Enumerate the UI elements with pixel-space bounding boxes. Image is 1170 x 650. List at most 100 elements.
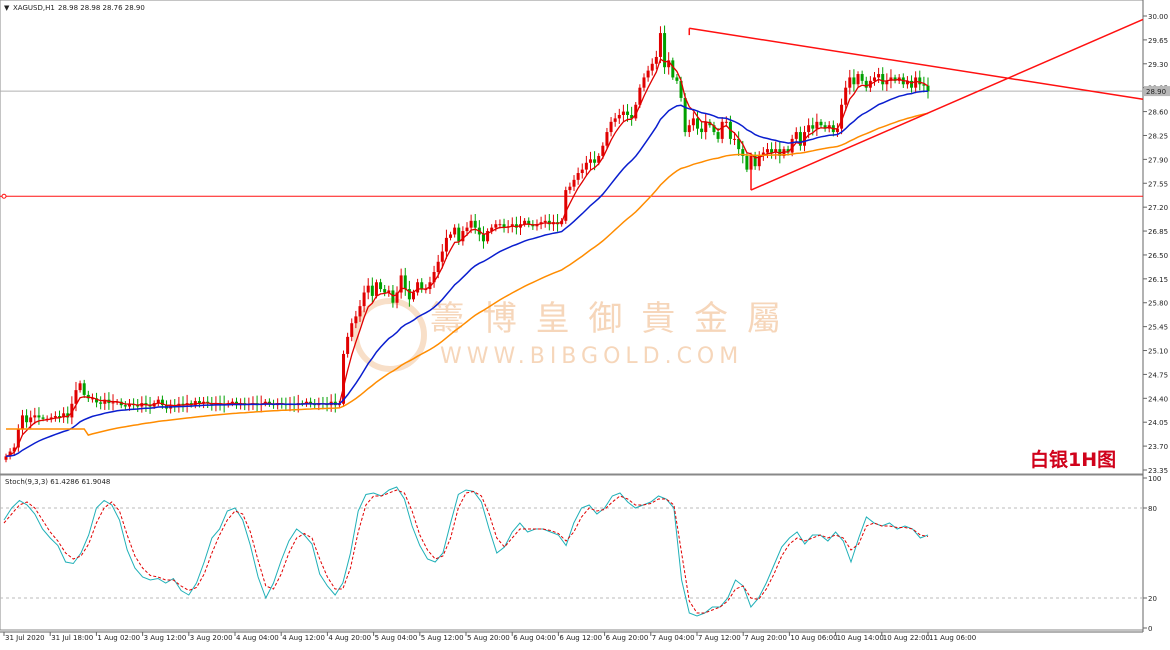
candle-body [724,121,728,123]
candle-body [770,149,774,153]
candle-body [53,416,57,418]
time-tick-label: 1 Aug 02:00 [97,634,140,642]
candle-body [811,125,815,129]
candle-body [733,138,737,140]
candle-body [403,275,407,290]
header-arrow-icon[interactable]: ▼ [4,4,10,12]
candle-body [667,60,671,68]
time-tick-label: 5 Aug 04:00 [375,634,418,642]
candle-body [490,227,494,232]
candle-body [136,405,140,407]
candle-body [922,84,926,86]
candle-body [156,399,160,404]
candle-body [568,186,572,191]
candle-body [29,417,33,423]
candle-body [449,234,453,238]
candle-body [407,289,411,300]
candle-body [765,149,769,153]
price-tick-label: 28.60 [1148,109,1168,117]
candle-body [358,306,362,317]
time-tick-label: 7 Aug 04:00 [652,634,695,642]
stoch-values: 61.4286 61.9048 [50,478,110,486]
candle-body [99,402,103,404]
candle-body [25,415,29,423]
candle-body [593,159,597,163]
time-tick-label: 31 Jul 18:00 [51,634,93,642]
candle-body [605,132,609,146]
candle-body [638,87,642,105]
candle-body [103,399,107,404]
candle-body [547,220,551,225]
candle-body [881,74,885,85]
candle-body [671,60,675,78]
candle-body [230,401,234,404]
candle-body [465,227,469,232]
candle-body [798,132,802,146]
candle-body [737,138,741,150]
candle-body [634,104,638,119]
stochastic: 100 80 20 0 [0,475,1161,633]
time-tick-label: 6 Aug 04:00 [513,634,556,642]
candle-body [514,224,518,228]
price-tick-label: 23.70 [1148,443,1168,451]
candle-body [481,234,485,242]
ma-mid-line [5,90,928,458]
candle-body [696,118,699,129]
stoch-main-line [3,486,929,617]
support-trendline [750,18,1144,191]
candle-body [749,155,753,170]
resistance-trendline [689,27,1144,101]
candle-body [844,87,848,105]
candle-body [370,285,374,296]
price-tick-label: 24.05 [1148,419,1168,427]
time-tick-label: 5 Aug 20:00 [467,634,510,642]
watermark-logo-icon [353,298,427,372]
candle-body [502,224,506,228]
candle-body [790,138,794,153]
candle-body [486,231,490,242]
price-tick-label: 25.45 [1148,324,1168,332]
candle-body [127,403,131,407]
time-tick-label: 10 Aug 14:00 [837,634,884,642]
stoch-tick-label: 100 [1148,475,1161,483]
levels [0,90,1143,199]
candle-body [720,121,724,139]
price-tick-label: 30.00 [1148,13,1168,21]
candle-body [383,289,387,293]
candle-body [745,155,749,170]
candle-body [8,451,12,457]
price-tick-label: 29.30 [1148,61,1168,69]
candle-body [683,97,687,133]
candle-body [675,77,679,81]
candle-body [416,282,420,293]
candle-body [626,111,630,115]
candle-body [885,80,889,85]
candle-body [687,125,691,133]
time-tick-label: 6 Aug 12:00 [559,634,602,642]
current-price-marker: 28.90 [1144,86,1170,97]
candle-body [366,285,370,293]
price-tick-label: 25.10 [1148,348,1168,356]
moving-averages [5,58,929,458]
candle-body [428,282,432,290]
candle-body [782,149,786,156]
candle-body [613,118,617,122]
time-tick-label: 10 Aug 06:00 [790,634,837,642]
ohlc-values: 28.98 28.98 28.76 28.90 [58,4,145,12]
candle-body [374,282,378,296]
stoch-header: Stoch(9,3,3) 61.4286 61.9048 [5,478,110,486]
candle-body [453,227,457,235]
candle-body [391,290,395,303]
candle-body [527,220,531,225]
candle-body [741,149,745,156]
candle-body [572,179,576,187]
candle-body [90,398,94,400]
stoch-plot-frame [0,474,1144,631]
price-tick-label: 27.20 [1148,204,1168,212]
candle-body [160,399,164,406]
time-tick-label: 10 Aug 22:00 [883,634,930,642]
main-plot-frame [0,0,1144,475]
candle-body [712,125,716,133]
time-tick-label: 11 Aug 06:00 [929,634,976,642]
